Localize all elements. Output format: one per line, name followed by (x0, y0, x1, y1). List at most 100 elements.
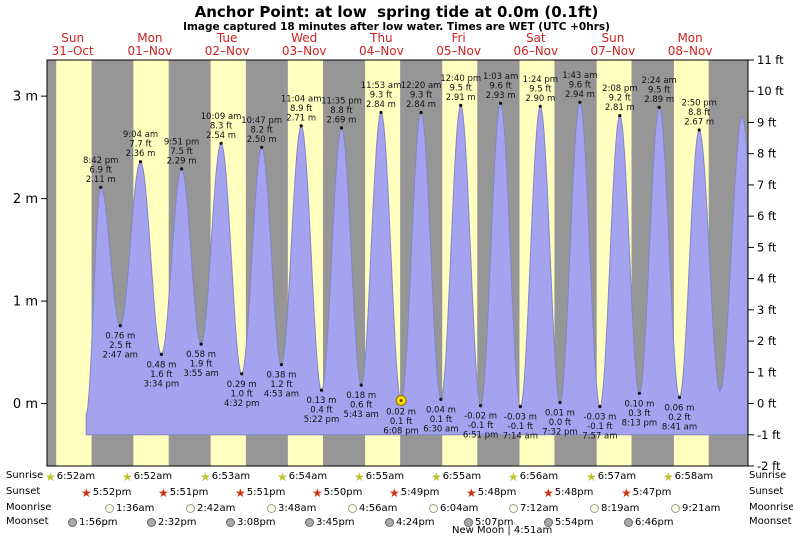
moonrise-entry: 2:42am (186, 502, 235, 515)
sunset-time: 5:50pm (323, 487, 363, 498)
tide-extreme-dot (618, 114, 622, 118)
tide-low-label: 1.9 ft (190, 360, 213, 370)
tide-low-label: 0.6 ft (350, 401, 373, 411)
left-axis-label: 2 m (13, 192, 38, 207)
moonset-row-label-right: Moonset (749, 516, 792, 527)
tide-low-label: 8:13 pm (622, 418, 657, 428)
tide-high-label: 7.5 ft (170, 147, 193, 157)
moonrise-time: 4:56am (359, 503, 398, 514)
sunset-star-icon: ★ (621, 485, 632, 500)
day-label-date: 06–Nov (513, 44, 558, 58)
tide-low-label: 0.38 m (266, 371, 296, 381)
tide-low-label: -0.02 m (464, 412, 497, 422)
tide-low-label: 1.0 ft (230, 389, 253, 399)
day-band (56, 60, 92, 466)
sunset-time: 5:48pm (477, 487, 517, 498)
day-label-date: 08–Nov (668, 44, 713, 58)
tide-high-label: 10:47 pm (241, 116, 282, 126)
moonset-time: 5:54pm (555, 517, 594, 528)
tide-low-label: 0.18 m (346, 391, 376, 401)
tide-low-label: 2:47 am (103, 351, 138, 361)
tide-high-label: 1:03 am (483, 72, 518, 82)
tide-extreme-dot (99, 185, 103, 189)
tide-high-label: 8.8 ft (688, 108, 711, 118)
tide-high-label: 2:08 pm (602, 84, 637, 94)
moonrise-time: 7:12am (520, 503, 559, 514)
sunset-star-icon: ★ (81, 485, 92, 500)
new-moon-note: New Moon | 4:51am (452, 525, 553, 536)
right-axis-label: 1 ft (757, 365, 777, 379)
sunrise-time: 6:57am (597, 471, 637, 482)
day-label-name: Wed (291, 31, 317, 45)
moonset-time: 5:07pm (475, 517, 514, 528)
left-axis-label: 3 m (13, 90, 38, 105)
sunrise-entry: ★ 6:52am (45, 470, 95, 483)
day-label-date: 31–Oct (52, 44, 94, 58)
tide-extreme-dot (697, 128, 701, 132)
tide-low-label: 6:30 am (423, 424, 458, 434)
tide-high-label: 2.69 m (327, 115, 357, 125)
left-axis-label: 0 m (13, 397, 38, 412)
tide-low-label: 0.76 m (105, 332, 135, 342)
tide-high-label: 1:43 am (562, 71, 597, 81)
tide-low-label: 3:55 am (183, 369, 218, 379)
tide-extreme-dot (339, 126, 344, 130)
day-label-name: Thu (369, 31, 393, 45)
tide-low-label: 6:51 pm (463, 431, 498, 441)
sunset-entry: ★ 5:49pm (389, 486, 439, 499)
moonrise-entry: 4:56am (348, 502, 397, 515)
moonrise-time: 9:21am (682, 503, 721, 514)
tide-high-label: 12:40 pm (440, 74, 481, 84)
tide-low-label: 0.1 ft (390, 417, 413, 427)
sunset-entry: ★ 5:48pm (466, 486, 516, 499)
sunset-entry: ★ 5:48pm (543, 486, 593, 499)
tide-high-label: 11:53 am (361, 81, 402, 91)
tide-high-label: 2.84 m (366, 100, 396, 110)
moonrise-row-label-left: Moonrise (6, 502, 52, 513)
tide-high-label: 2.90 m (525, 94, 555, 104)
tide-high-label: 2.50 m (247, 135, 277, 145)
tide-low-label: 4:32 pm (224, 399, 259, 409)
right-axis-label: -2 ft (757, 459, 781, 473)
tide-extreme-dot (578, 100, 582, 104)
sunrise-entry: ★ 6:52am (122, 470, 172, 483)
tide-extreme-dot (379, 110, 383, 115)
tide-low-label: 0.4 ft (310, 406, 333, 416)
tide-low-label: 7:57 am (582, 432, 617, 442)
tide-low-label: 5:43 am (344, 410, 379, 420)
moonrise-icon (348, 504, 357, 513)
sunset-star-icon: ★ (235, 485, 246, 500)
sunset-star-icon: ★ (543, 485, 554, 500)
day-label-name: Mon (677, 31, 702, 45)
moonrise-entry: 3:48am (267, 502, 316, 515)
moonset-time: 6:46pm (635, 517, 674, 528)
moonrise-time: 2:42am (197, 503, 236, 514)
moonrise-icon (186, 504, 195, 513)
tide-extreme-dot (499, 101, 503, 105)
tide-extreme-dot (138, 160, 143, 164)
sunrise-entry: ★ 6:53am (200, 470, 250, 483)
tide-extreme-dot (279, 363, 283, 367)
day-label-name: Mon (137, 31, 162, 45)
tide-high-label: 2.67 m (684, 118, 714, 128)
tide-high-label: 11:35 pm (321, 96, 362, 106)
sunrise-star-icon: ★ (200, 469, 211, 484)
tide-low-label: 3:34 pm (144, 379, 179, 389)
tide-low-label: 7:32 pm (542, 428, 577, 438)
sunrise-time: 6:52am (56, 471, 96, 482)
tide-high-label: 8.3 ft (210, 121, 233, 131)
tide-low-label: 0.01 m (545, 409, 575, 419)
tide-extreme-dot (419, 110, 423, 115)
day-label-name: Sun (601, 31, 624, 45)
tide-high-label: 9:51 pm (164, 137, 199, 147)
right-axis-label: 10 ft (757, 84, 784, 98)
tide-extreme-dot (677, 395, 682, 399)
moonrise-time: 6:04am (440, 503, 479, 514)
tide-extreme-dot (439, 397, 443, 401)
moonrise-entry: 9:21am (671, 502, 720, 515)
tide-extreme-dot (598, 405, 602, 409)
moonset-entry: 3:08pm (226, 516, 276, 529)
moonset-time: 2:32pm (158, 517, 197, 528)
tide-high-label: 2.91 m (446, 93, 476, 103)
